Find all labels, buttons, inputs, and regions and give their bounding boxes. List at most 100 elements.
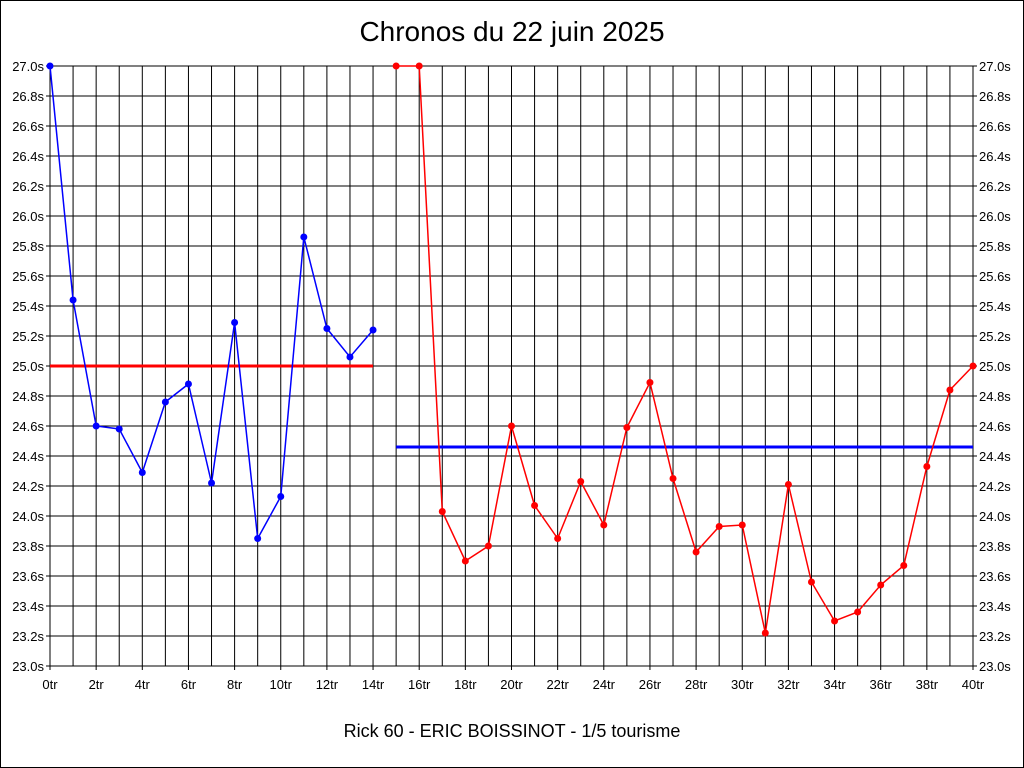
x-tick-label: 10tr	[270, 677, 293, 692]
y-tick-label-right: 23.6s	[979, 569, 1011, 584]
data-point	[461, 557, 469, 565]
data-point	[208, 479, 216, 487]
x-tick-label: 24tr	[593, 677, 616, 692]
x-tick-label: 0tr	[42, 677, 58, 692]
data-point	[784, 481, 792, 488]
y-tick-label: 27.0s	[12, 59, 44, 74]
x-tick-label: 4tr	[135, 677, 151, 692]
x-tick-label: 22tr	[546, 677, 569, 692]
x-tick-label: 34tr	[823, 677, 846, 692]
y-axis-right: 23.0s 23.2s 23.4s 23.6s 23.8s 24.0s 24.2s 24.4s…	[979, 59, 1011, 674]
data-point	[946, 386, 954, 394]
data-point	[92, 422, 100, 430]
y-tick-label-right: 26.0s	[979, 209, 1011, 224]
chart-title: Chronos du 22 juin 2025	[359, 16, 665, 47]
x-tick-label: 32tr	[777, 677, 800, 692]
x-tick-label: 16tr	[408, 677, 431, 692]
y-tick-label: 24.8s	[12, 389, 44, 404]
y-tick-label-right: 26.8s	[979, 89, 1011, 104]
y-tick-label-right: 23.4s	[979, 599, 1011, 614]
data-point	[600, 521, 608, 529]
series-group	[46, 62, 977, 637]
data-point	[623, 424, 631, 431]
data-point	[323, 325, 331, 332]
data-point	[761, 629, 769, 637]
y-tick-label: 24.6s	[12, 419, 44, 434]
grid	[46, 65, 977, 670]
y-tick-label: 25.0s	[12, 359, 44, 374]
data-point	[138, 469, 146, 476]
x-tick-label: 30tr	[731, 677, 754, 692]
y-tick-label: 26.2s	[12, 179, 44, 194]
reference-lines	[50, 364, 973, 449]
x-tick-label: 28tr	[685, 677, 708, 692]
x-tick-label: 8tr	[227, 677, 243, 692]
y-tick-label: 23.8s	[12, 539, 44, 554]
data-point	[692, 548, 700, 556]
y-tick-label-right: 27.0s	[979, 59, 1011, 74]
y-tick-label-right: 23.2s	[979, 629, 1011, 644]
y-tick-label: 23.4s	[12, 599, 44, 614]
data-point	[877, 581, 885, 589]
y-tick-label-right: 25.6s	[979, 269, 1011, 284]
data-point	[115, 425, 123, 433]
y-tick-label: 25.8s	[12, 239, 44, 254]
y-tick-label: 24.0s	[12, 509, 44, 524]
data-point	[484, 542, 492, 550]
data-point	[923, 463, 931, 470]
y-tick-label: 26.0s	[12, 209, 44, 224]
data-point	[161, 398, 169, 406]
data-point	[807, 578, 815, 586]
y-tick-label-right: 25.8s	[979, 239, 1011, 254]
y-tick-label-right: 26.4s	[979, 149, 1011, 164]
y-tick-label-right: 25.2s	[979, 329, 1011, 344]
x-tick-label: 18tr	[454, 677, 477, 692]
y-tick-label-right: 24.0s	[979, 509, 1011, 524]
chart-subtitle: Rick 60 - ERIC BOISSINOT - 1/5 tourisme	[343, 721, 681, 741]
x-tick-label: 6tr	[181, 677, 197, 692]
x-tick-label: 12tr	[316, 677, 339, 692]
data-point	[669, 475, 677, 482]
data-point	[300, 233, 308, 241]
x-tick-label: 14tr	[362, 677, 385, 692]
data-point	[900, 562, 908, 569]
data-point	[508, 422, 515, 430]
x-tick-label: 26tr	[639, 677, 662, 692]
data-point	[46, 62, 54, 70]
data-point	[831, 617, 839, 625]
data-point	[277, 493, 285, 500]
data-point	[346, 353, 354, 361]
y-tick-label: 26.6s	[12, 119, 44, 134]
data-point	[438, 508, 446, 515]
data-point	[369, 326, 377, 334]
data-point	[854, 608, 862, 616]
data-point	[415, 62, 423, 70]
y-tick-label-right: 24.4s	[979, 449, 1011, 464]
y-tick-label: 23.6s	[12, 569, 44, 584]
y-tick-label-right: 24.8s	[979, 389, 1011, 404]
y-tick-label-right: 23.8s	[979, 539, 1011, 554]
y-tick-label-right: 24.2s	[979, 479, 1011, 494]
data-point	[184, 380, 192, 388]
x-axis: 0tr 2tr 4tr 6tr 8tr 10tr 12tr 14tr 16tr 18tr 20tr 2…	[42, 677, 984, 692]
data-point	[392, 62, 400, 70]
x-tick-label: 40tr	[962, 677, 985, 692]
data-point	[969, 362, 977, 370]
x-tick-label: 20tr	[500, 677, 523, 692]
data-point	[531, 502, 539, 509]
y-tick-label: 25.6s	[12, 269, 44, 284]
y-tick-label: 24.4s	[12, 449, 44, 464]
series-line	[396, 65, 974, 634]
x-tick-label: 2tr	[89, 677, 105, 692]
y-tick-label: 25.2s	[12, 329, 44, 344]
y-tick-label-right: 26.6s	[979, 119, 1011, 134]
y-tick-label: 26.8s	[12, 89, 44, 104]
x-tick-label: 38tr	[916, 677, 939, 692]
y-tick-label-right: 26.2s	[979, 179, 1011, 194]
x-tick-label: 36tr	[869, 677, 892, 692]
data-point	[254, 535, 262, 542]
data-point	[715, 523, 723, 530]
data-point	[231, 319, 239, 326]
y-tick-label: 23.0s	[12, 659, 44, 674]
